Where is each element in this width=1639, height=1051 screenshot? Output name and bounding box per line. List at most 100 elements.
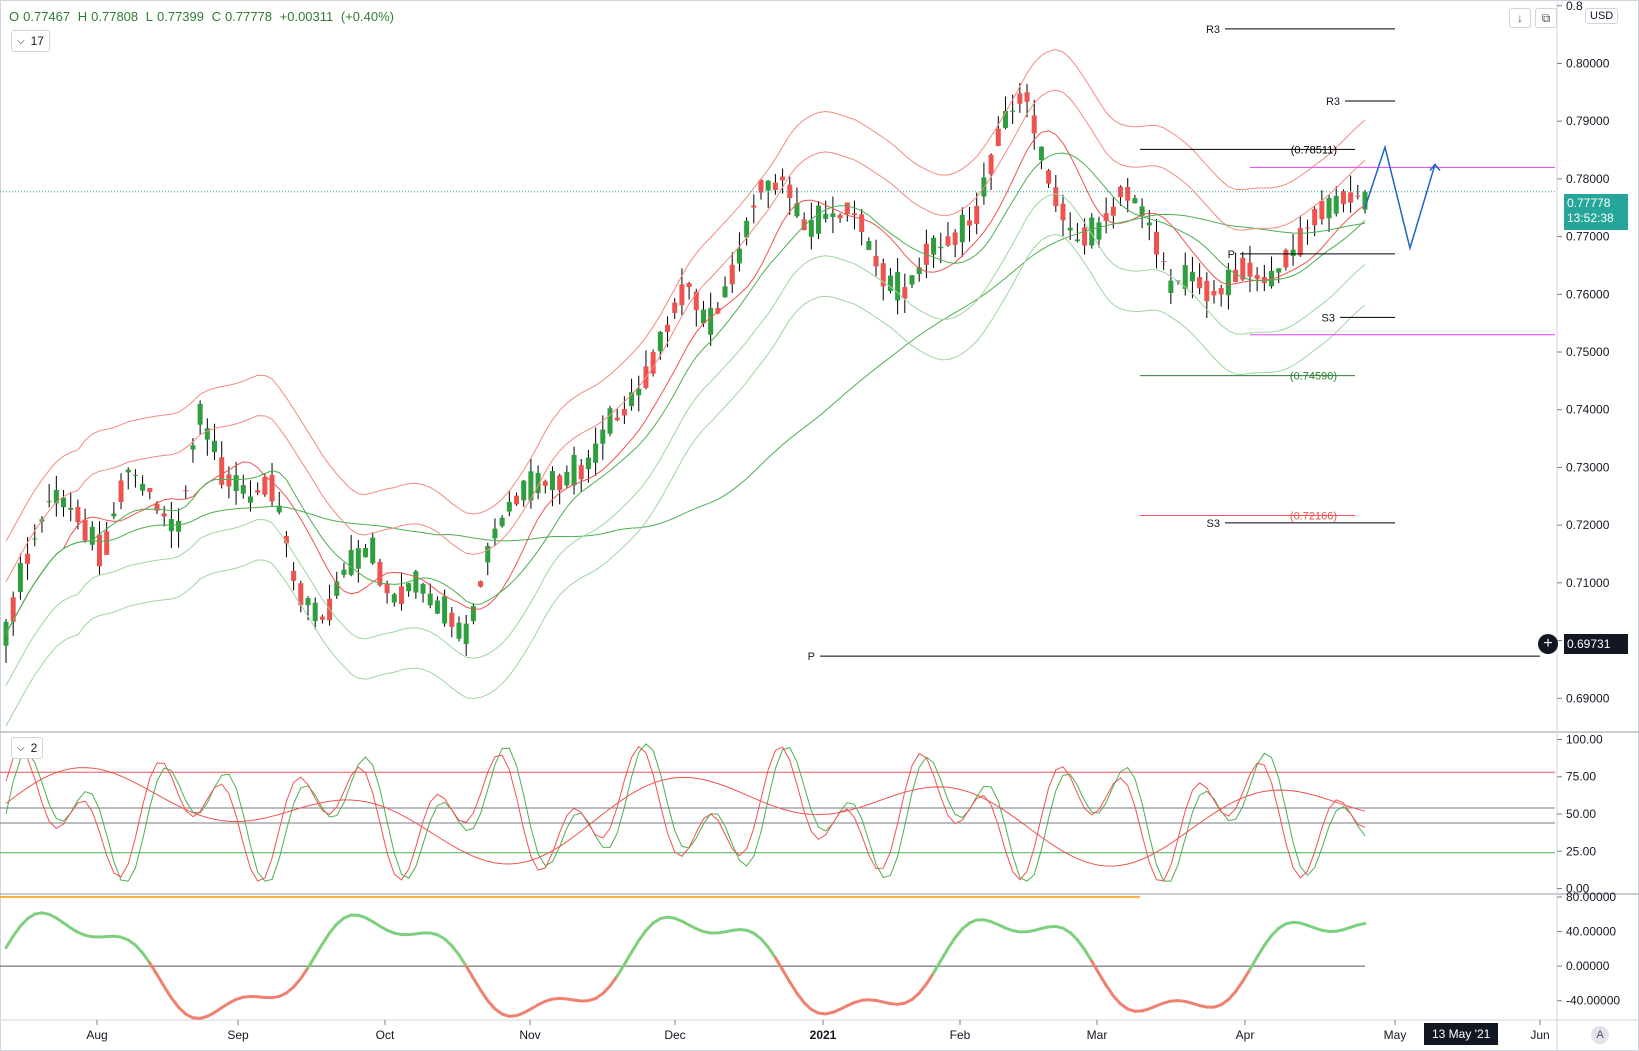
candle-body xyxy=(75,506,81,523)
osc-indicators-toggle[interactable]: ⌵ 2 xyxy=(11,737,44,759)
candle-body xyxy=(442,596,448,624)
candle-body xyxy=(844,202,850,215)
stoch-d-line xyxy=(5,745,1366,882)
fast-ma-line xyxy=(5,130,1366,634)
candle-body xyxy=(1010,110,1016,112)
candle-body xyxy=(1269,270,1275,287)
x-tick-label: Sep xyxy=(227,1028,249,1042)
candle-body xyxy=(665,324,671,332)
candle-body xyxy=(1304,227,1310,229)
momentum-segment xyxy=(1255,943,1266,959)
candle-body xyxy=(140,483,146,491)
momentum-segment xyxy=(155,973,166,989)
candle-body xyxy=(909,275,915,285)
candle-body xyxy=(1046,170,1052,184)
main-indicators-toggle[interactable]: ⌵ 17 xyxy=(11,30,50,52)
candle-body xyxy=(700,309,706,324)
candle-body xyxy=(154,503,160,511)
momentum-segment xyxy=(299,966,310,980)
candle-body xyxy=(931,237,937,255)
crosshair-price-tag: 0.69731 xyxy=(1564,634,1628,654)
candle-body xyxy=(478,581,484,587)
candle-body xyxy=(830,213,836,218)
momentum-segment xyxy=(284,985,296,995)
candle-body xyxy=(391,594,397,603)
candle-body xyxy=(449,612,455,627)
restore-icon[interactable]: ⧉ xyxy=(1535,8,1557,28)
candle-body xyxy=(1233,269,1239,283)
auto-scale-button[interactable]: A xyxy=(1591,1026,1609,1044)
momentum-segment xyxy=(752,931,763,941)
candle-body xyxy=(1067,227,1073,231)
momentum-segment xyxy=(773,956,785,972)
candle-body xyxy=(959,214,965,243)
ohlc-close-label: C xyxy=(211,9,222,24)
candle-body xyxy=(46,501,52,503)
candle-body xyxy=(334,581,340,596)
candle-body xyxy=(1089,217,1095,246)
chevron-down-icon: ⌵ xyxy=(17,742,25,754)
momentum-segment xyxy=(471,976,483,992)
momentum-segment xyxy=(766,945,777,960)
stoch-slow-line xyxy=(5,767,1366,867)
candle-body xyxy=(17,563,23,593)
candle-body xyxy=(585,457,591,470)
candle-body xyxy=(780,176,786,181)
candle-body xyxy=(1139,206,1145,216)
ohlc-low: 0.77399 xyxy=(157,9,204,24)
ohlc-change-pct: (+0.40%) xyxy=(340,9,395,24)
momentum-segment xyxy=(960,921,972,931)
candle-body xyxy=(1168,280,1174,294)
pivot-level-label: S3 xyxy=(1322,312,1335,324)
candle-body xyxy=(1053,187,1059,207)
candle-body xyxy=(1218,287,1224,295)
candle-body xyxy=(744,220,750,238)
ohlc-high-label: H xyxy=(77,9,88,24)
momentum-segment xyxy=(464,964,475,980)
osc-tick-label: 0.00 xyxy=(1566,882,1590,896)
candle-body xyxy=(147,488,153,493)
candle-body xyxy=(736,248,742,264)
candle-body xyxy=(1024,92,1030,102)
y-tick-label: 0.79000 xyxy=(1566,114,1610,128)
candle-body xyxy=(988,154,994,175)
add-alert-icon[interactable]: + xyxy=(1538,634,1558,654)
candle-body xyxy=(629,392,635,407)
momentum-segment xyxy=(1111,994,1123,1006)
outer-upper-band-line xyxy=(5,49,1366,542)
candle-body xyxy=(1247,262,1253,277)
ohlc-legend: O 0.77467 H 0.77808 L 0.77399 C 0.77778 +0.0… xyxy=(9,9,398,24)
candle-body xyxy=(895,272,901,301)
candle-body xyxy=(1060,203,1066,221)
candle-body xyxy=(542,481,548,486)
arrow-down-icon[interactable]: ↓ xyxy=(1509,8,1531,28)
momentum-segment xyxy=(18,917,30,928)
momentum-segment xyxy=(4,934,15,950)
candle-body xyxy=(880,263,886,287)
candle-body xyxy=(636,388,642,396)
candle-body xyxy=(456,622,462,639)
candle-body xyxy=(650,352,656,374)
candle-body xyxy=(68,507,74,510)
momentum-segment xyxy=(328,922,339,935)
main-indicator-count: 17 xyxy=(30,34,44,48)
candle-body xyxy=(967,220,973,226)
slow-ma-line xyxy=(5,152,1366,634)
momentum-segment xyxy=(1068,931,1079,942)
candle-body xyxy=(708,308,714,335)
momentum-segment xyxy=(306,954,317,970)
osc-tick-label: 75.00 xyxy=(1566,770,1596,784)
candle-body xyxy=(276,505,282,513)
candle-body xyxy=(61,497,67,508)
candle-body xyxy=(614,417,620,421)
momentum-segment xyxy=(802,1001,813,1011)
currency-badge[interactable]: USD xyxy=(1585,8,1619,24)
pivot-level-label: (0.74590) xyxy=(1290,371,1337,383)
candle-body xyxy=(427,593,433,606)
momentum-segment xyxy=(313,942,324,958)
momentum-segment xyxy=(450,944,461,957)
candle-body xyxy=(1132,198,1138,204)
candle-body xyxy=(312,602,318,622)
